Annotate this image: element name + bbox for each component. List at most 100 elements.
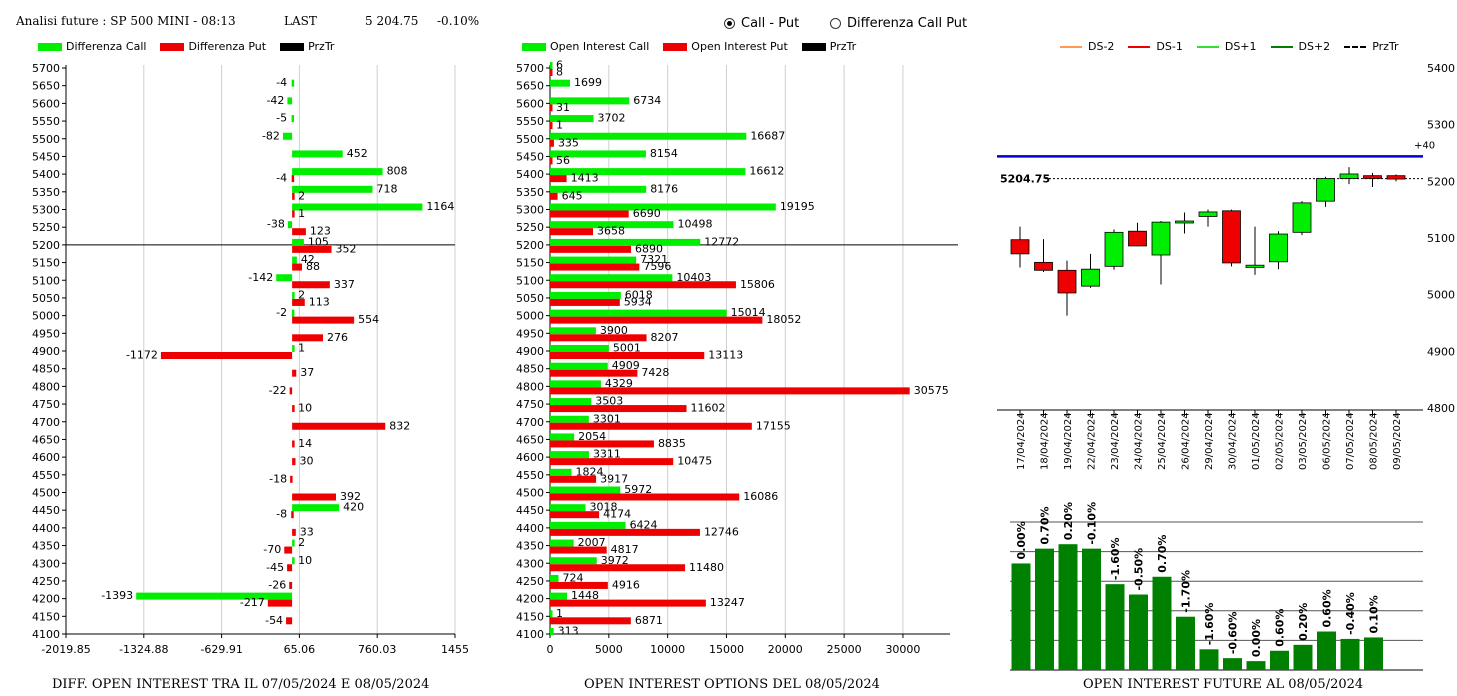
bar-value-label: 8176 — [650, 182, 678, 195]
put-bar — [550, 245, 632, 253]
level-label: +40 — [1414, 140, 1435, 151]
bar-value-label: 832 — [389, 419, 410, 432]
bar-value-label: 3503 — [595, 395, 623, 408]
strike-label: 5500 — [32, 133, 60, 146]
put-bar — [292, 245, 332, 253]
bar-value-label: 10 — [298, 402, 312, 415]
header-title: Analisi future : SP 500 MINI - 08:13 — [16, 14, 236, 28]
call-bar — [292, 345, 295, 352]
candle-body — [1081, 268, 1100, 287]
call-bar — [282, 132, 293, 140]
candle-body — [1151, 221, 1171, 256]
put-bar — [550, 69, 553, 76]
candle-body — [1010, 239, 1030, 255]
put-bar — [292, 458, 296, 466]
strike-label: 5400 — [32, 168, 60, 181]
strike-label: 4550 — [32, 469, 60, 482]
bar-value-label: 3702 — [598, 112, 626, 125]
bar-value-label: 12772 — [704, 235, 739, 248]
call-bar — [292, 238, 304, 246]
legend-item: PrzTr — [829, 40, 857, 53]
bar-value-label: 113 — [309, 295, 330, 308]
candle-body — [1386, 175, 1406, 180]
bar-value-label: 1 — [556, 607, 563, 620]
legend-item: Open Interest Put — [691, 40, 788, 53]
put-bar — [550, 475, 597, 483]
call-bar — [550, 309, 727, 317]
call-bar — [550, 380, 601, 388]
legend-item: Open Interest Call — [550, 40, 650, 53]
candle-body — [1034, 261, 1053, 271]
strike-label: 4650 — [516, 433, 544, 446]
strike-label: 5500 — [516, 133, 544, 146]
strike-label: 4600 — [32, 451, 60, 464]
strike-label: 4500 — [516, 487, 544, 500]
put-bar — [550, 104, 553, 112]
date-label: 09/05/2024 — [1392, 412, 1403, 470]
strike-label: 4500 — [32, 487, 60, 500]
bar-value-label: 5972 — [624, 483, 652, 496]
future-bar — [1058, 544, 1078, 670]
future-pct-label: -1.60% — [1203, 603, 1216, 646]
legend-mid: Open Interest Call Open Interest Put Prz… — [522, 40, 870, 53]
strike-label: 5450 — [516, 150, 544, 163]
future-pct-label: 0.70% — [1156, 535, 1169, 573]
strike-label: 5000 — [516, 310, 544, 323]
call-bar — [292, 150, 343, 158]
put-bar — [550, 281, 736, 289]
call-bar — [276, 274, 293, 282]
future-pct-label: 0.00% — [1015, 521, 1028, 559]
legend-item: Differenza Put — [188, 40, 267, 53]
radio-call-put[interactable]: Call - Put — [724, 16, 799, 31]
put-bar — [291, 511, 294, 519]
put-bar — [292, 192, 295, 200]
bar-value-label: -26 — [268, 578, 286, 591]
legend-item: DS-2 — [1088, 40, 1115, 53]
price-tick-label: 5000 — [1427, 289, 1455, 302]
call-bar — [550, 345, 609, 352]
date-label: 22/04/2024 — [1087, 412, 1098, 470]
put-bar — [550, 352, 705, 359]
bar-value-label: -4 — [276, 172, 287, 185]
bar-value-label: 554 — [358, 313, 379, 326]
call-bar — [292, 203, 423, 211]
strike-label: 4550 — [516, 469, 544, 482]
call-bar — [292, 168, 383, 176]
strike-label: 5350 — [516, 186, 544, 199]
radio-selected-icon[interactable] — [724, 18, 735, 29]
bar-value-label: 6424 — [630, 518, 658, 531]
strike-label: 4100 — [516, 628, 544, 641]
strike-label: 5200 — [516, 239, 544, 252]
strike-label: 5000 — [32, 310, 60, 323]
bar-value-label: 11480 — [689, 561, 724, 574]
radio-unselected-icon[interactable] — [830, 18, 841, 29]
strike-label: 5700 — [516, 62, 544, 75]
radio-differenza[interactable]: Differenza Call Put — [830, 16, 967, 31]
put-bar — [550, 298, 620, 306]
bar-value-label: 276 — [327, 331, 348, 344]
strike-label: 5150 — [516, 257, 544, 270]
x-tick-label: 15000 — [709, 643, 744, 656]
x-tick-label: -2019.85 — [41, 643, 90, 656]
put-bar — [292, 440, 295, 448]
future-bar — [1011, 563, 1031, 670]
bar-value-label: -42 — [266, 94, 284, 107]
bar-value-label: 6 — [556, 59, 563, 72]
date-label: 30/04/2024 — [1228, 412, 1239, 470]
bar-value-label: 12746 — [704, 525, 739, 538]
bar-value-label: 4909 — [612, 359, 640, 372]
bar-value-label: 16086 — [743, 490, 778, 503]
call-bar — [291, 79, 295, 87]
bar-value-label: -1393 — [101, 589, 133, 602]
bar-value-label: 1164 — [426, 200, 454, 213]
call-bar — [550, 132, 747, 140]
bar-value-label: 11602 — [690, 402, 725, 415]
bar-value-label: 18052 — [766, 313, 801, 326]
bar-value-label: 1 — [298, 207, 305, 220]
price-tick-label: 5100 — [1427, 232, 1455, 245]
candle-body — [1128, 230, 1147, 247]
bar-value-label: 6018 — [625, 288, 653, 301]
x-tick-label: 25000 — [827, 643, 862, 656]
price-tick-label: 4900 — [1427, 345, 1455, 358]
call-bar — [550, 62, 553, 69]
